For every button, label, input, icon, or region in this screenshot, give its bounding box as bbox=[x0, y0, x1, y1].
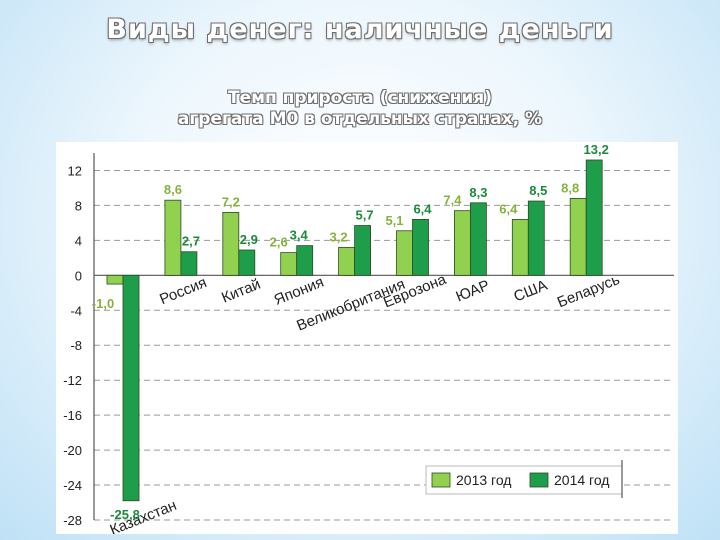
bar-2014 bbox=[296, 245, 314, 276]
y-tick-label: -16 bbox=[63, 408, 82, 423]
data-label: 7,2 bbox=[222, 194, 240, 209]
legend-label: 2013 год bbox=[456, 472, 511, 488]
data-label: 3,2 bbox=[330, 229, 348, 244]
legend-box bbox=[425, 465, 623, 495]
data-label: 8,3 bbox=[469, 185, 487, 200]
bar-2013 bbox=[106, 274, 124, 285]
y-tick-label: 4 bbox=[75, 233, 82, 248]
chart-title-line-1: Темп прироста (снижения) bbox=[228, 88, 492, 108]
slide-title: Виды денег: наличные деньги bbox=[106, 14, 614, 45]
bar-2014 bbox=[527, 200, 545, 276]
bar-2014 bbox=[238, 249, 256, 276]
legend-label: 2014 год bbox=[554, 472, 609, 488]
data-label: 5,7 bbox=[356, 208, 374, 223]
chart-title-line-2: агрегата М0 в отдельных странах, % bbox=[177, 109, 543, 129]
data-label: 13,2 bbox=[584, 142, 609, 157]
y-tick-label: -4 bbox=[70, 303, 82, 318]
category-label: Беларусь bbox=[555, 271, 622, 311]
bar-2013 bbox=[569, 198, 587, 276]
y-tick-label: -12 bbox=[63, 373, 82, 388]
data-label: 8,5 bbox=[529, 183, 547, 198]
chart-title: Темп прироста (снижения) агрегата М0 в о… bbox=[0, 88, 720, 130]
bar-2013 bbox=[396, 230, 413, 276]
bar-2013 bbox=[222, 212, 240, 276]
data-label: 2,9 bbox=[240, 232, 258, 247]
data-label: -25,8 bbox=[110, 507, 140, 522]
bar-2014 bbox=[180, 251, 198, 276]
y-tick-label: 0 bbox=[75, 268, 82, 283]
y-tick-label: -20 bbox=[63, 443, 82, 458]
bar-2014 bbox=[354, 225, 372, 276]
data-label: 3,4 bbox=[290, 228, 309, 243]
category-label: Китай bbox=[219, 276, 263, 307]
category-label: Япония bbox=[272, 274, 327, 309]
category-label: США bbox=[511, 277, 549, 306]
data-label: 8,6 bbox=[164, 182, 182, 197]
y-tick-label: -28 bbox=[63, 513, 82, 528]
data-label: 2,7 bbox=[182, 234, 200, 249]
data-label: 2,6 bbox=[270, 235, 288, 250]
bar-2014 bbox=[122, 274, 140, 502]
y-tick-label: -24 bbox=[63, 478, 82, 493]
chart-panel: 12 8 4 0 -4 -8 -12 -16 -20 -24 -28 Казахстан Россия К… bbox=[56, 142, 678, 539]
data-label: 8,8 bbox=[561, 180, 579, 195]
bar-2013 bbox=[164, 199, 182, 276]
data-labels: -1,0 -25,8 8,6 2,7 7,2 2,9 2,6 3,4 3,2 5,7 5,1 6,4 7… bbox=[92, 142, 609, 522]
category-label: Еврозона bbox=[381, 271, 449, 312]
y-tick-label: -8 bbox=[70, 338, 82, 353]
legend: 2013 год 2014 год bbox=[425, 460, 623, 498]
bar-2013 bbox=[453, 210, 471, 276]
bar-2013 bbox=[280, 252, 298, 276]
data-label: 6,4 bbox=[499, 201, 518, 216]
bar-2014 bbox=[412, 219, 429, 276]
category-label: ЮАР bbox=[453, 277, 492, 306]
bar-2014 bbox=[469, 202, 487, 276]
data-label: 7,4 bbox=[443, 193, 462, 208]
data-label: 6,4 bbox=[413, 201, 432, 216]
y-tick-label: 8 bbox=[75, 198, 82, 213]
y-tick-label: 12 bbox=[68, 163, 82, 178]
data-label: -1,0 bbox=[92, 296, 114, 311]
bar-2014 bbox=[585, 159, 603, 276]
data-label: 5,1 bbox=[385, 213, 403, 228]
bar-2013 bbox=[511, 219, 529, 276]
legend-swatch-2013 bbox=[431, 472, 451, 488]
category-label: Россия bbox=[157, 274, 209, 308]
legend-swatch-2014 bbox=[529, 472, 549, 488]
bar-2013 bbox=[338, 246, 356, 276]
bars bbox=[106, 159, 603, 502]
